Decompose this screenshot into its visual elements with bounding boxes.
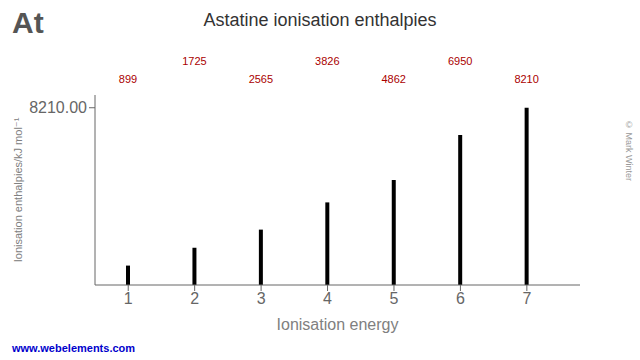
svg-text:8210.00: 8210.00: [29, 99, 87, 116]
svg-text:1: 1: [124, 290, 133, 307]
html-text:www.webelements.com: www.webelements.com: [12, 342, 136, 354]
svg-text:6: 6: [456, 290, 465, 307]
svg-text:Ionisation enthalpies/kJ mol⁻¹: Ionisation enthalpies/kJ mol⁻¹: [12, 117, 24, 262]
svg-text:3: 3: [257, 290, 266, 307]
svg-text:8210: 8210: [514, 73, 538, 85]
svg-text:6950: 6950: [448, 55, 472, 67]
svg-text:3826: 3826: [315, 55, 339, 67]
svg-text:1725: 1725: [182, 55, 206, 67]
html-text:© Mark Winter: © Mark Winter: [624, 120, 634, 181]
svg-text:Ionisation energy: Ionisation energy: [277, 316, 399, 333]
svg-text:4: 4: [323, 290, 332, 307]
html-text:At: At: [12, 6, 44, 39]
svg-text:5: 5: [390, 290, 399, 307]
svg-text:2: 2: [190, 290, 199, 307]
svg-text:4862: 4862: [382, 73, 406, 85]
svg-text:2565: 2565: [249, 73, 273, 85]
svg-text:899: 899: [119, 73, 137, 85]
html-text:Astatine ionisation enthalpies: Astatine ionisation enthalpies: [203, 10, 437, 30]
svg-text:7: 7: [522, 290, 531, 307]
